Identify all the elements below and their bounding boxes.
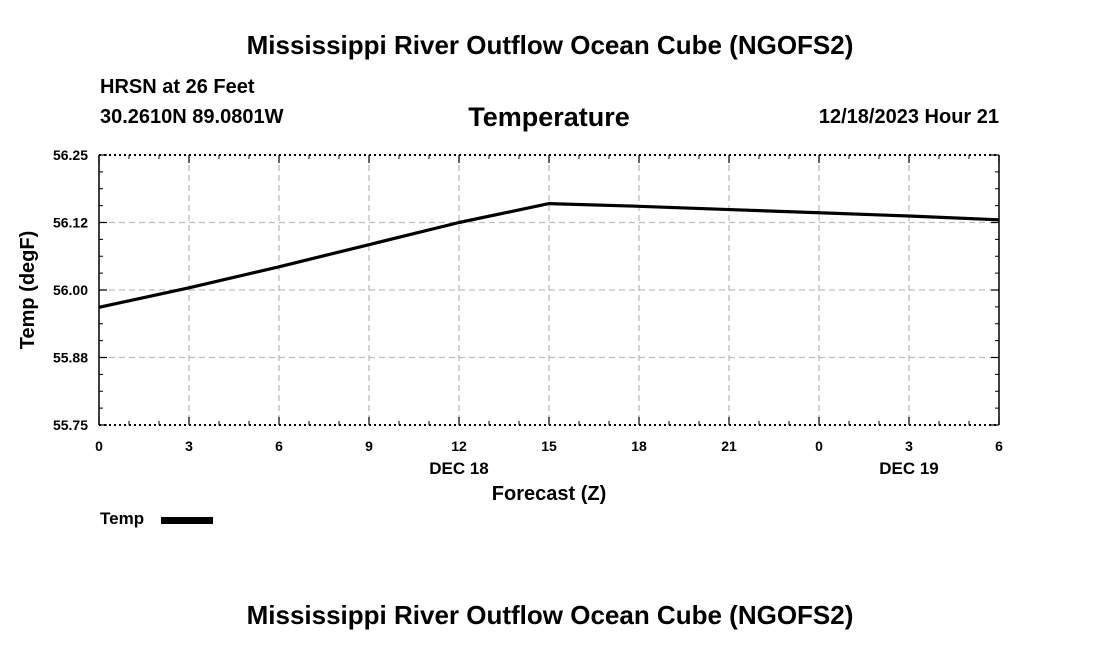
station-coordinates: 30.2610N 89.0801W xyxy=(100,106,284,128)
x-date-label: DEC 19 xyxy=(879,459,939,478)
y-axis-label: Temp (degF) xyxy=(17,231,39,350)
x-tick-label: 0 xyxy=(815,438,823,454)
x-tick-label: 12 xyxy=(451,438,467,454)
x-date-label: DEC 18 xyxy=(429,459,489,478)
y-tick-label: 55.88 xyxy=(53,350,88,366)
x-tick-label: 21 xyxy=(721,438,737,454)
x-tick-label: 18 xyxy=(631,438,647,454)
x-tick-label: 9 xyxy=(365,438,373,454)
x-tick-label: 0 xyxy=(95,438,103,454)
x-tick-label: 15 xyxy=(541,438,557,454)
y-tick-label: 56.00 xyxy=(53,282,88,298)
x-axis-label: Forecast (Z) xyxy=(492,483,606,505)
footer-title: Mississippi River Outflow Ocean Cube (NG… xyxy=(246,600,854,630)
station-label: HRSN at 26 Feet xyxy=(100,76,255,98)
legend-swatch-temp xyxy=(161,517,213,524)
x-tick-label: 6 xyxy=(275,438,283,454)
x-tick-label: 3 xyxy=(185,438,193,454)
y-tick-label: 55.75 xyxy=(53,417,88,433)
page-title: Mississippi River Outflow Ocean Cube (NG… xyxy=(246,30,854,60)
forecast-datetime: 12/18/2023 Hour 21 xyxy=(818,106,999,128)
x-tick-label: 3 xyxy=(905,438,913,454)
y-tick-label: 56.12 xyxy=(53,215,88,231)
chart-title: Temperature xyxy=(468,102,630,132)
x-tick-label: 6 xyxy=(995,438,1003,454)
y-tick-label: 56.25 xyxy=(53,147,88,163)
legend-label-temp: Temp xyxy=(100,509,145,528)
